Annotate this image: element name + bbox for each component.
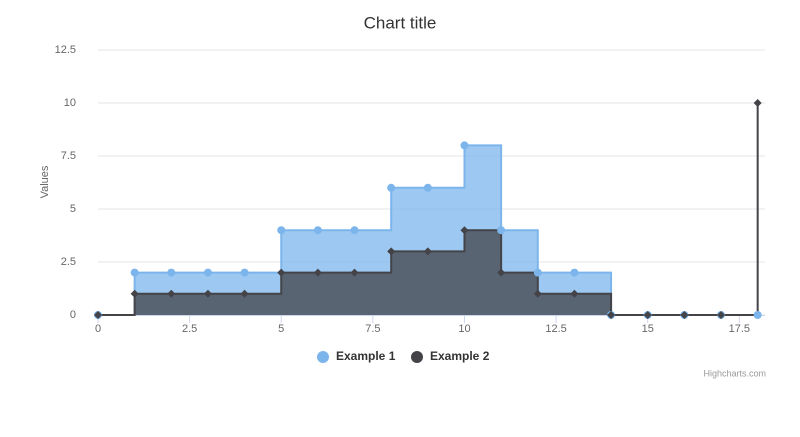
point (607, 311, 616, 319)
point (460, 226, 469, 235)
x-tick-label: 10 (458, 323, 470, 335)
y-tick-label: 0 (70, 309, 76, 321)
point (203, 289, 212, 298)
point (423, 183, 432, 192)
point (387, 247, 396, 256)
point (570, 289, 579, 298)
point (460, 141, 469, 150)
legend-label: Example 2 (430, 349, 490, 363)
point (167, 289, 176, 298)
point (497, 226, 506, 235)
point (313, 268, 322, 277)
legend-symbol (317, 351, 329, 363)
y-tick-label: 7.5 (61, 150, 76, 162)
y-tick-label: 2.5 (61, 256, 76, 268)
legend-item[interactable]: Example 1 (317, 349, 396, 363)
point (643, 311, 652, 319)
point (277, 226, 286, 235)
point (570, 268, 579, 277)
point (533, 289, 542, 298)
x-tick-label: 5 (278, 323, 284, 335)
point (423, 247, 432, 256)
point (533, 268, 542, 277)
legend-symbol (411, 351, 423, 363)
chart-title: Chart title (364, 13, 437, 32)
point (240, 289, 249, 298)
point (277, 268, 286, 277)
point (130, 289, 139, 298)
point (350, 226, 359, 235)
point (167, 268, 176, 277)
y-tick-label: 12.5 (55, 44, 76, 56)
point (94, 311, 102, 319)
point (240, 268, 249, 277)
legend-item[interactable]: Example 2 (411, 349, 490, 363)
x-tick-label: 15 (642, 323, 654, 335)
y-tick-label: 5 (70, 203, 76, 215)
x-tick-label: 0 (95, 323, 101, 335)
point (497, 268, 506, 277)
point (130, 268, 139, 277)
y-tick-label: 10 (64, 97, 76, 109)
point (203, 268, 212, 277)
point (753, 311, 762, 319)
point (753, 99, 762, 107)
y-axis-title: Values (39, 165, 51, 198)
credits[interactable]: Highcharts.com (703, 368, 766, 378)
legend-label: Example 1 (336, 349, 396, 363)
point (313, 226, 322, 235)
point (680, 311, 689, 319)
x-tick-label: 2.5 (182, 323, 197, 335)
x-tick-label: 12.5 (545, 323, 566, 335)
point (717, 311, 726, 319)
line (98, 103, 759, 316)
point (350, 268, 359, 277)
x-tick-label: 17.5 (729, 323, 750, 335)
point (387, 183, 396, 192)
x-tick-label: 7.5 (365, 323, 380, 335)
